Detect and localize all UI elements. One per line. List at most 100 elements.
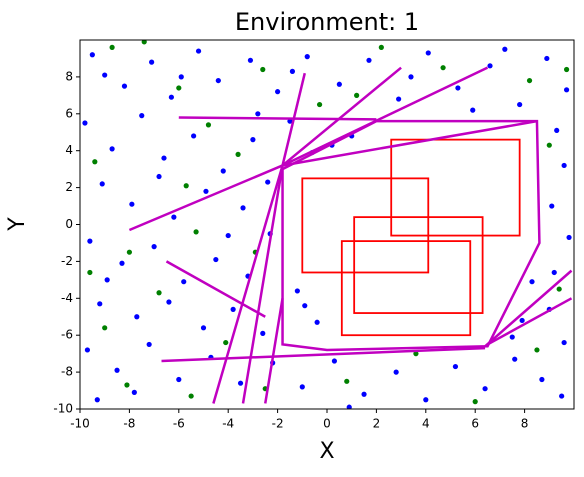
point [302,303,308,309]
point [509,334,515,340]
point [126,249,132,255]
point [554,127,560,134]
point [230,306,236,312]
plot-area [82,40,573,409]
point [331,358,338,364]
point [215,77,221,84]
point [378,44,384,50]
point [191,133,197,139]
y-tick-label: 4 [65,143,73,157]
point [156,290,162,296]
rectangle [390,138,521,237]
point [316,101,323,108]
point [129,201,135,207]
point [171,214,177,220]
point [176,85,182,91]
path-line [161,346,486,363]
rectangle [340,240,472,337]
point [87,238,93,244]
point [549,203,555,209]
point [440,65,446,71]
x-tick-label: -8 [123,417,135,431]
point [94,397,100,403]
point [366,57,372,63]
path-line [212,165,284,404]
point [183,183,189,189]
point [200,325,207,331]
path-line [484,269,573,348]
point [455,85,461,91]
point [225,232,231,239]
point [166,299,172,305]
point [205,122,212,128]
path-line [282,66,489,167]
point [519,317,525,324]
point [139,113,145,119]
point [294,288,300,294]
x-tick-label: -2 [272,417,284,431]
point [87,269,93,276]
point [193,229,199,235]
point [517,101,523,108]
point [188,393,194,399]
point [423,397,429,403]
point [178,74,184,80]
point [472,399,478,405]
path-line [128,164,284,232]
point [502,46,508,52]
point [82,120,88,126]
point [470,107,476,113]
x-tick-label: -4 [222,417,234,431]
x-tick-label: 2 [373,417,381,431]
point [544,55,550,62]
path-line [241,165,284,404]
y-tick-label: -4 [61,291,73,305]
x-axis-label: X [319,439,334,464]
point [213,256,219,263]
point [512,356,518,362]
x-tick-label: 0 [323,417,331,431]
point [151,244,157,250]
point [109,146,115,152]
point [84,347,91,353]
y-tick-label: -10 [53,402,73,416]
point [299,384,305,390]
point [220,168,226,174]
rectangle [353,216,484,314]
x-tick-label: 6 [471,417,479,431]
point [260,66,266,73]
point [287,118,293,124]
point [149,59,155,65]
point [102,325,108,331]
path-line [486,297,573,346]
y-tick-label: 6 [65,106,73,120]
chart-title: Environment: 1 [235,8,419,36]
point [250,137,256,143]
point [482,386,488,392]
point [561,339,567,346]
x-tick-label: 8 [521,417,529,431]
point [141,40,147,45]
point [393,369,399,375]
point [146,341,152,348]
point [304,54,310,60]
point [487,63,493,69]
point [92,159,98,165]
path-line [282,119,538,167]
path-line [165,260,266,318]
x-tick-label: 4 [422,417,430,431]
point [336,81,342,87]
point [109,44,115,50]
point [566,234,572,241]
point [247,57,254,63]
point [314,319,320,325]
point [168,94,174,100]
point [104,277,110,283]
point [396,96,402,102]
rectangle [301,177,430,274]
point [181,279,187,285]
point [275,89,281,95]
point [114,367,120,373]
